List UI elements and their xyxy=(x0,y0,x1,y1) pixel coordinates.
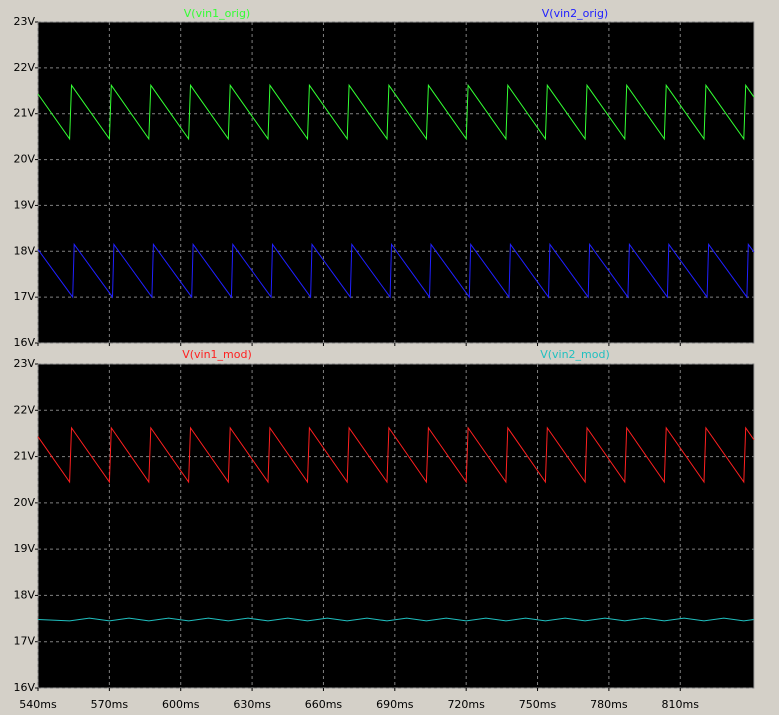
x-tick-label: 570ms xyxy=(91,698,129,711)
x-tick-label: 540ms xyxy=(19,698,57,711)
y-tick-label: 22V xyxy=(13,61,35,74)
y-tick-label: 19V xyxy=(13,542,35,555)
y-tick-label: 16V xyxy=(13,336,35,349)
y-tick-label: 18V xyxy=(13,588,35,601)
trace-label: V(vin1_mod) xyxy=(182,348,252,361)
trace-label: V(vin2_mod) xyxy=(540,348,610,361)
x-tick-label: 810ms xyxy=(662,698,700,711)
x-tick-label: 600ms xyxy=(162,698,200,711)
y-tick-label: 17V xyxy=(13,290,35,303)
y-tick-label: 20V xyxy=(13,153,35,166)
y-tick-label: 16V xyxy=(13,681,35,694)
x-tick-label: 630ms xyxy=(233,698,271,711)
waveform xyxy=(37,242,755,299)
trace-label: V(vin1_orig) xyxy=(184,7,250,20)
plot-area xyxy=(37,363,755,689)
y-tick-label: 23V xyxy=(13,357,35,370)
x-tick-label: 660ms xyxy=(305,698,343,711)
waveform xyxy=(37,83,755,141)
y-tick-label: 21V xyxy=(13,107,35,120)
y-tick-label: 19V xyxy=(13,198,35,211)
y-tick-label: 23V xyxy=(13,15,35,28)
y-tick-label: 22V xyxy=(13,403,35,416)
x-tick-label: 780ms xyxy=(590,698,628,711)
trace-label: V(vin2_orig) xyxy=(542,7,608,20)
y-tick-label: 21V xyxy=(13,450,35,463)
y-tick-label: 17V xyxy=(13,635,35,648)
x-tick-label: 720ms xyxy=(447,698,485,711)
y-tick-label: 20V xyxy=(13,496,35,509)
x-tick-label: 690ms xyxy=(376,698,414,711)
waveform xyxy=(37,426,755,484)
plot-area xyxy=(37,21,755,344)
x-tick-label: 750ms xyxy=(519,698,557,711)
y-tick-label: 18V xyxy=(13,244,35,257)
waveform xyxy=(37,617,755,622)
